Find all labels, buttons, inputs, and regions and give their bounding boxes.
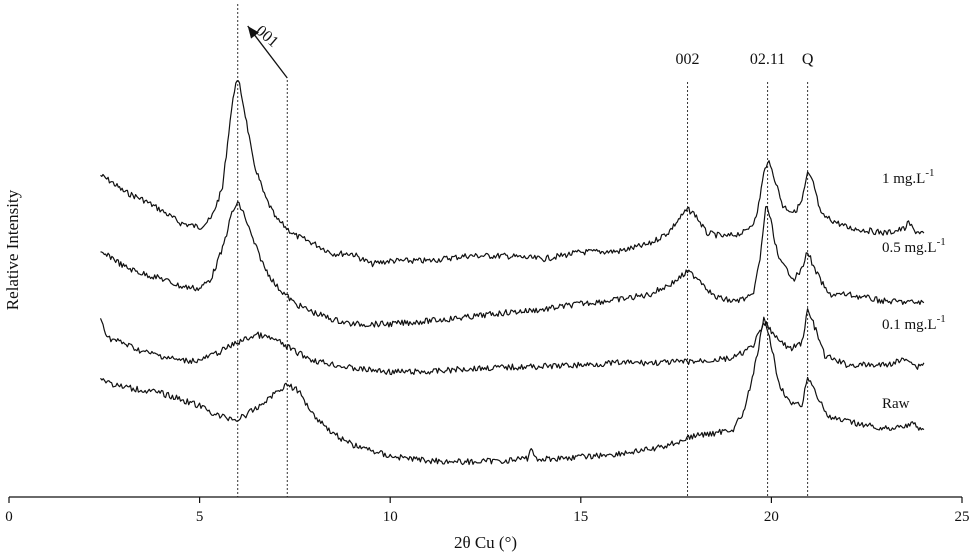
peak-label-3: 02.11 [750, 51, 785, 68]
x-tick-label-15: 15 [573, 509, 588, 525]
series-labels: 1 mg.L-1 0.5 mg.L-1 0.1 mg.L-1 Raw [882, 167, 946, 412]
x-axis-label: 2θ Cu (°) [454, 533, 517, 552]
series-line-1 [100, 201, 925, 328]
x-tick-label-5: 5 [196, 509, 204, 525]
x-tick-label-20: 20 [764, 509, 779, 525]
series-line-0 [100, 80, 925, 268]
series-line-2 [99, 308, 925, 376]
peak-label-2: 002 [676, 51, 700, 68]
series-curves [99, 80, 925, 466]
peak-label-4: Q [802, 51, 814, 68]
x-axis: 0 5 10 15 20 25 [5, 496, 970, 525]
series-label-0: 1 mg.L-1 [882, 167, 935, 187]
x-tick-label-0: 0 [5, 509, 13, 525]
series-label-2: 0.1 mg.L-1 [882, 313, 946, 333]
peak-markers: 001 002 02.11 Q [237, 4, 814, 497]
series-label-3: Raw [882, 396, 910, 412]
peak-label-001: 001 [252, 22, 281, 51]
x-tick-label-10: 10 [383, 509, 398, 525]
y-axis-label: Relative Intensity [3, 189, 22, 310]
x-tick-label-25: 25 [955, 509, 970, 525]
series-label-1: 0.5 mg.L-1 [882, 236, 946, 256]
series-line-3 [100, 316, 925, 466]
peak-arrowhead-001 [247, 26, 259, 39]
